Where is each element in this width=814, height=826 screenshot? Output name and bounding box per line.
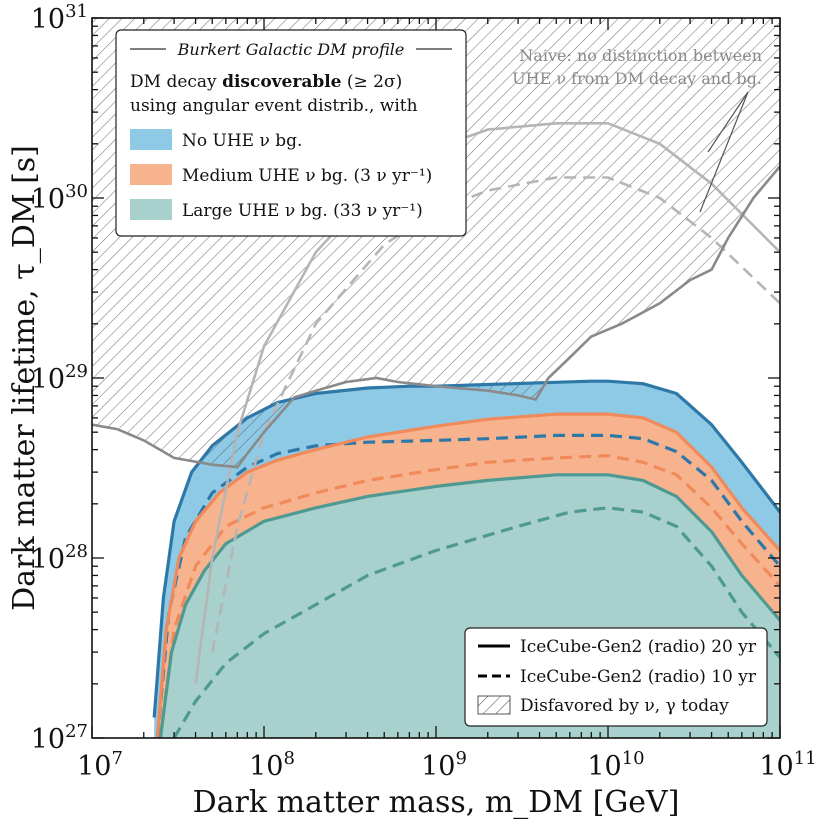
series-lines — [152, 122, 780, 738]
x-axis-title: Dark matter mass, m_DM [GeV] — [193, 785, 680, 820]
medium-bg-10yr-line — [158, 454, 780, 738]
no-bg-20yr-line — [152, 379, 780, 718]
naive-annotation-line2: UHE ν from DM decay and bg. — [512, 69, 762, 88]
x-tick-label: 108 — [249, 748, 295, 782]
y-tick-label: 1031 — [31, 1, 88, 35]
annotation-arrow-dashed — [699, 91, 749, 213]
legend-swatch-large-bg — [130, 199, 172, 220]
legend-bottom-frame — [464, 627, 768, 727]
disfavored-boundary — [92, 165, 780, 469]
legend-label-large-bg: Large UHE ν bg. (33 ν yr⁻¹) — [182, 201, 423, 221]
x-tick-label: 1010 — [587, 748, 644, 782]
y-tick-label: 1029 — [31, 361, 88, 395]
tick-labels: 107 108 109 1010 1011 1027 1028 1029 1030 1031 — [31, 1, 814, 782]
legend-label-disfavored: Disfavored by ν, γ today — [520, 696, 729, 716]
legend-top: Burkert Galactic DM profile DM decay dis… — [115, 29, 467, 237]
legend-header: Burkert Galactic DM profile — [177, 40, 405, 59]
x-tick-label: 109 — [421, 748, 467, 782]
legend-label-no-bg: No UHE ν bg. — [182, 131, 302, 151]
legend-description-line1: DM decay discoverable (≥ 2σ) — [130, 72, 402, 92]
legend-label-medium-bg: Medium UHE ν bg. (3 ν yr⁻¹) — [182, 166, 432, 186]
no-bg-10yr-line — [155, 433, 780, 738]
y-tick-label: 1028 — [31, 541, 88, 575]
legend-description-line2: using angular event distrib., with — [130, 96, 418, 116]
x-tick-label: 1011 — [759, 748, 814, 782]
legend-swatch-medium-bg — [130, 164, 172, 185]
legend-top-frame — [115, 29, 467, 237]
y-axis-title: Dark matter lifetime, τ_DM [s] — [7, 145, 42, 611]
legend-label-10yr: IceCube-Gen2 (radio) 10 yr — [520, 667, 757, 687]
legend-swatch-no-bg — [130, 129, 172, 150]
x-tick-label: 107 — [77, 748, 123, 782]
legend-swatch-disfavored — [477, 695, 511, 715]
y-tick-label: 1030 — [31, 181, 88, 215]
annotation-arrow-solid — [707, 91, 749, 153]
y-tick-label: 1027 — [31, 721, 88, 755]
large-bg-10yr-line — [172, 506, 780, 738]
naive-annotation-line1: Naive: no distinction between — [519, 46, 762, 65]
axis-ticks — [91, 17, 781, 739]
legend-label-20yr: IceCube-Gen2 (radio) 20 yr — [520, 637, 757, 657]
legend-bottom: IceCube-Gen2 (radio) 20 yr IceCube-Gen2 … — [464, 627, 768, 727]
medium-bg-20yr-line — [155, 412, 780, 738]
naive-annotation: Naive: no distinction between UHE ν from… — [512, 46, 762, 213]
large-bg-20yr-line — [158, 473, 780, 738]
